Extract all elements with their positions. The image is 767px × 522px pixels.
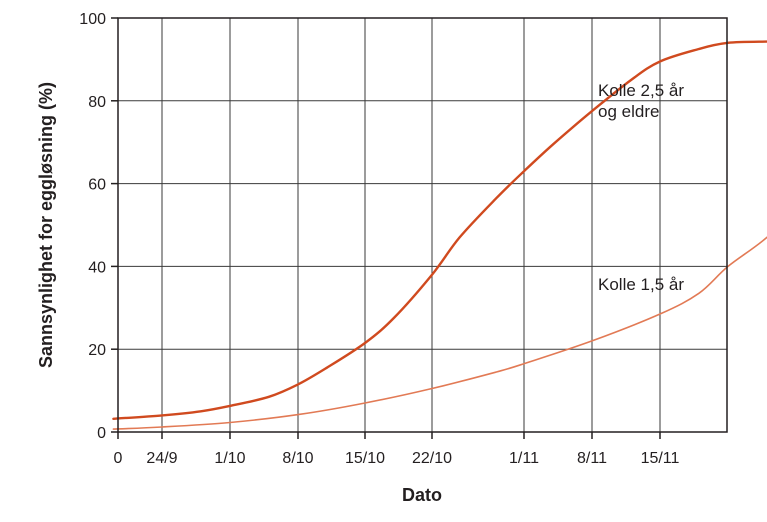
y-tick-label: 40 bbox=[88, 259, 106, 276]
x-tick-label: 1/11 bbox=[509, 450, 539, 467]
y-tick-label: 60 bbox=[88, 177, 106, 194]
series-line-2 bbox=[112, 236, 767, 430]
y-tick-label: 80 bbox=[88, 94, 106, 111]
y-tick-label: 0 bbox=[97, 425, 106, 442]
series-label-2: Kolle 1,5 år bbox=[598, 275, 684, 294]
x-origin-label: 0 bbox=[114, 450, 123, 467]
x-tick-label: 24/9 bbox=[146, 450, 177, 467]
axes bbox=[111, 17, 728, 439]
y-tick-label: 100 bbox=[79, 11, 106, 28]
tick-labels: 0 20 40 60 80 100 0 24/9 1/10 8/10 15/10 22/10 1/11 8… bbox=[79, 11, 679, 467]
x-tick-label: 8/11 bbox=[577, 450, 607, 467]
series-layer bbox=[112, 40, 767, 430]
plot-frame bbox=[117, 17, 728, 433]
y-axis-title: Sannsynlighet for eggløsning (%) bbox=[36, 82, 56, 368]
x-tick-label: 15/11 bbox=[641, 450, 680, 467]
series-line-1 bbox=[112, 40, 767, 420]
series-label-1: Kolle 2,5 år og eldre bbox=[598, 81, 684, 121]
y-tick-label: 20 bbox=[88, 342, 106, 359]
x-tick-label: 1/10 bbox=[214, 450, 245, 467]
x-tick-label: 8/10 bbox=[282, 450, 313, 467]
x-tick-label: 22/10 bbox=[412, 450, 452, 467]
x-tick-label: 15/10 bbox=[345, 450, 385, 467]
series-labels: Kolle 2,5 år og eldre Kolle 1,5 år bbox=[598, 81, 684, 294]
x-axis-title: Dato bbox=[402, 485, 442, 505]
